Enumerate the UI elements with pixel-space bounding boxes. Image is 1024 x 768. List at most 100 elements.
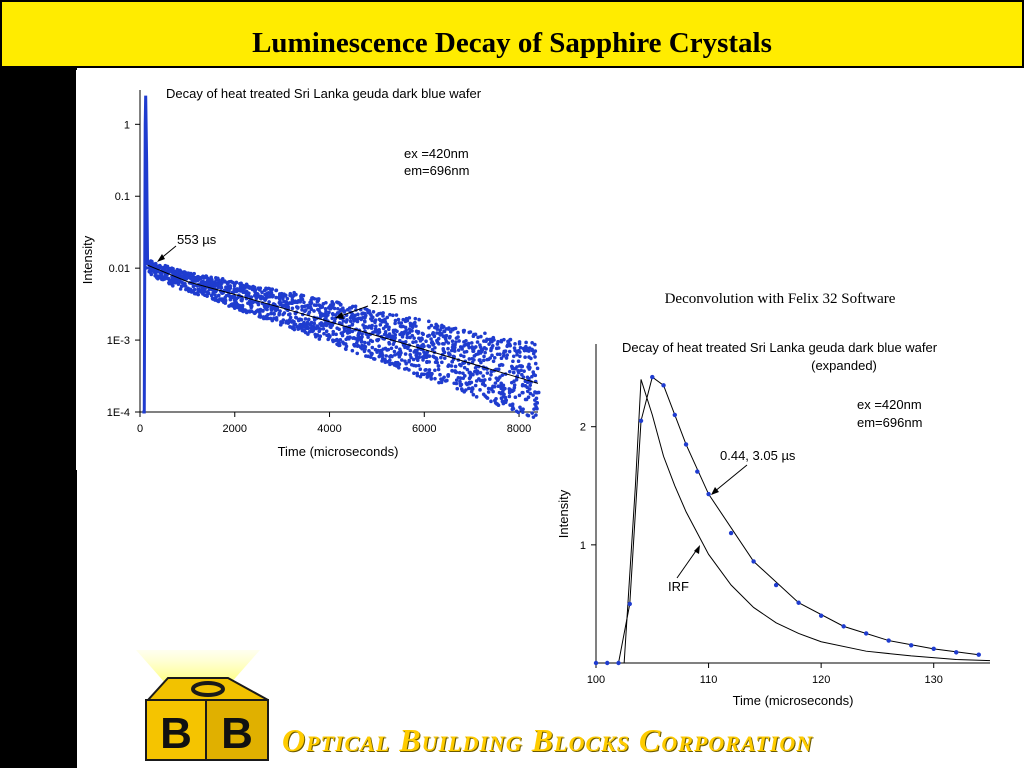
- chart1-point: [453, 370, 458, 374]
- chart1-point: [430, 340, 434, 344]
- chart1-point: [233, 304, 237, 309]
- chart1-point: [404, 328, 408, 333]
- chart1-point: [454, 381, 459, 386]
- chart1-point: [410, 329, 414, 333]
- chart1-point: [530, 341, 534, 345]
- chart1-point: [403, 352, 408, 356]
- chart1-point: [422, 372, 426, 377]
- chart1-point: [441, 324, 446, 329]
- chart1-point: [523, 355, 527, 360]
- chart1-point: [391, 313, 395, 318]
- chart1-y-axis-label: Intensity: [80, 235, 95, 284]
- chart1-point: [495, 378, 500, 383]
- chart1-point: [500, 363, 505, 367]
- chart1-point: [370, 351, 374, 356]
- chart1-x-axis-label: Time (microseconds): [278, 444, 399, 459]
- chart1-point: [505, 344, 509, 349]
- chart1-point: [515, 365, 519, 369]
- chart1-point: [393, 318, 398, 323]
- chart1-point: [414, 353, 419, 358]
- chart1-point: [185, 275, 190, 280]
- chart1-point: [326, 313, 330, 317]
- chart1-point: [452, 349, 457, 353]
- chart1-point: [348, 319, 353, 324]
- chart1-point: [479, 334, 483, 339]
- chart1-point: [520, 382, 525, 387]
- chart1-point: [314, 303, 319, 308]
- chart1-point: [324, 300, 328, 305]
- chart1-point: [444, 339, 449, 344]
- chart1-point: [451, 354, 456, 359]
- chart1-point: [522, 369, 526, 373]
- chart1-point: [204, 274, 208, 278]
- chart2-data-points: [593, 374, 981, 666]
- chart1-point: [534, 413, 538, 417]
- chart1-point: [192, 271, 196, 276]
- chart1-y-tick-label: 1E-3: [107, 335, 130, 347]
- chart1-point: [462, 374, 467, 378]
- chart1-y-tick-label: 0.1: [115, 191, 130, 203]
- chart2-point: [886, 638, 891, 643]
- chart1-point: [306, 317, 311, 322]
- chart1-point: [306, 332, 310, 336]
- chart1-point: [342, 329, 347, 333]
- chart1-point: [407, 368, 411, 372]
- chart1-point: [524, 340, 528, 345]
- chart2-x-tick-label: 110: [700, 674, 718, 686]
- chart1-point: [486, 390, 491, 394]
- chart1-point: [209, 275, 213, 280]
- chart1-point: [243, 285, 247, 290]
- chart1-point: [304, 308, 308, 312]
- chart1-point: [215, 282, 220, 287]
- chart1-point: [489, 399, 493, 404]
- chart1-point: [271, 293, 275, 298]
- chart1-point: [171, 284, 175, 288]
- chart1-point: [258, 312, 262, 317]
- chart1-point: [367, 349, 371, 353]
- chart1-point: [435, 331, 439, 335]
- chart1-point: [475, 340, 480, 344]
- chart1-point: [456, 348, 461, 352]
- chart1-point: [533, 349, 538, 353]
- chart1-point: [421, 342, 425, 347]
- chart1-point: [144, 266, 149, 270]
- chart1-point: [492, 355, 497, 360]
- chart2-point: [728, 530, 734, 536]
- chart1-point: [218, 285, 223, 289]
- chart1-point: [420, 331, 425, 336]
- chart1-point: [269, 290, 274, 295]
- chart1-point: [530, 411, 534, 415]
- chart1-point: [475, 369, 480, 374]
- chart1-point: [390, 334, 395, 339]
- chart1-point: [290, 295, 295, 300]
- title-bar: Luminescence Decay of Sapphire Crystals: [0, 0, 1024, 68]
- chart1-annotation-em: em=696nm: [404, 163, 469, 178]
- chart1-point: [408, 348, 413, 353]
- chart1-point: [426, 319, 431, 324]
- chart1-point: [417, 363, 421, 368]
- chart1-point: [339, 302, 343, 307]
- chart1-point: [420, 337, 424, 342]
- chart1-point: [427, 344, 432, 349]
- chart1-point: [436, 364, 441, 368]
- chart1-point: [367, 324, 372, 329]
- chart1-point: [400, 335, 405, 339]
- chart1-point: [353, 304, 358, 309]
- chart1-point: [510, 404, 515, 409]
- chart1-point: [319, 313, 324, 318]
- chart1-point: [331, 329, 336, 334]
- chart1-point: [427, 325, 431, 330]
- chart1-point: [505, 353, 510, 357]
- chart1-point: [293, 322, 298, 327]
- chart1-point: [442, 350, 447, 355]
- chart1-point: [418, 374, 423, 379]
- chart2-point: [976, 652, 981, 657]
- chart1-point: [292, 327, 297, 332]
- chart1-point: [424, 339, 428, 343]
- chart1-point: [504, 356, 509, 360]
- chart1-point: [348, 335, 352, 339]
- chart1-point: [450, 368, 454, 373]
- chart1-point: [317, 337, 322, 341]
- chart1-point: [216, 276, 220, 281]
- chart1-point: [456, 330, 460, 335]
